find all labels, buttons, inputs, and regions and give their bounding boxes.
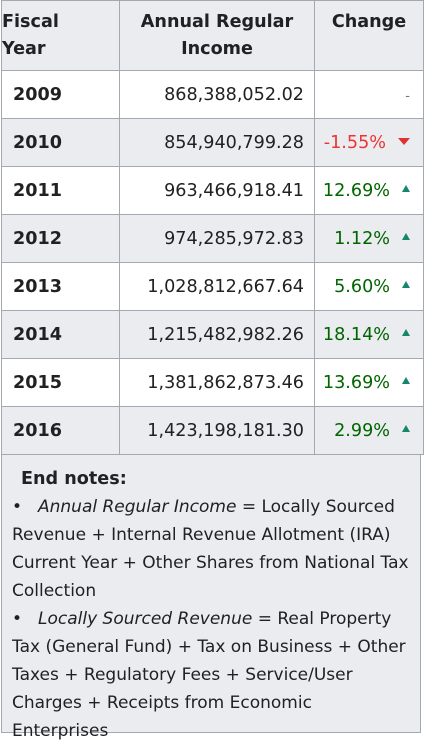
end-notes: End notes: • Annual Regular Income = Loca…	[1, 455, 421, 741]
change-cell: -	[314, 70, 424, 119]
annual-income-cell: 1,381,862,873.46	[119, 358, 315, 407]
increase-arrow-icon	[402, 377, 410, 384]
end-note-term: Annual Regular Income	[38, 497, 237, 517]
end-note-definition: = Real Property Tax (General Fund) + Tax…	[12, 609, 406, 741]
end-notes-list: • Annual Regular Income = Locally Sourced…	[12, 493, 412, 745]
table-row: 2011 963,466,918.41 12.69%	[1, 166, 424, 215]
table-row: 2012 974,285,972.83 1.12%	[1, 214, 424, 263]
annual-income-cell: 963,466,918.41	[119, 166, 315, 215]
annual-income-cell: 868,388,052.02	[119, 70, 315, 119]
column-header-change[interactable]: Change	[314, 0, 424, 71]
change-value: 5.60%	[334, 276, 390, 297]
end-note-definition: = Locally Sourced Revenue + Internal Rev…	[12, 497, 409, 601]
increase-arrow-icon	[402, 281, 410, 288]
header-label-line: Income	[181, 39, 253, 59]
header-label-line: Year	[2, 39, 46, 59]
decrease-arrow-icon	[398, 138, 410, 145]
end-note-item: • Annual Regular Income = Locally Sourced…	[12, 493, 412, 605]
fiscal-year-cell: 2009	[1, 70, 120, 119]
change-cell: -1.55%	[314, 118, 424, 167]
fiscal-year-cell: 2013	[1, 262, 120, 311]
change-cell: 12.69%	[314, 166, 424, 215]
change-cell: 18.14%	[314, 310, 424, 359]
increase-arrow-icon	[402, 329, 410, 336]
fiscal-year-cell: 2014	[1, 310, 120, 359]
column-header-fiscal-year[interactable]: Fiscal Year	[1, 0, 120, 71]
change-value: 18.14%	[322, 324, 390, 345]
annual-income-cell: 1,423,198,181.30	[119, 406, 315, 455]
header-label-line: Annual Regular	[140, 12, 294, 32]
annual-income-table: Fiscal Year Annual Regular Income Change…	[1, 0, 424, 455]
end-note-item: • Locally Sourced Revenue = Real Property…	[12, 605, 412, 745]
annual-income-cell: 854,940,799.28	[119, 118, 315, 167]
change-value: 12.69%	[322, 180, 390, 201]
table-row: 2016 1,423,198,181.30 2.99%	[1, 406, 424, 455]
change-value: -	[405, 88, 410, 104]
fiscal-year-cell: 2010	[1, 118, 120, 167]
fiscal-year-cell: 2012	[1, 214, 120, 263]
table-row: 2013 1,028,812,667.64 5.60%	[1, 262, 424, 311]
table-row: 2010 854,940,799.28 -1.55%	[1, 118, 424, 167]
fiscal-year-cell: 2016	[1, 406, 120, 455]
table-header-row: Fiscal Year Annual Regular Income Change	[1, 0, 424, 71]
end-note-term: Locally Sourced Revenue	[38, 609, 253, 629]
change-cell: 1.12%	[314, 214, 424, 263]
bullet-dot-icon: •	[12, 609, 23, 629]
annual-income-cell: 974,285,972.83	[119, 214, 315, 263]
increase-arrow-icon	[402, 185, 410, 192]
table-row: 2015 1,381,862,873.46 13.69%	[1, 358, 424, 407]
change-cell: 2.99%	[314, 406, 424, 455]
end-notes-title: End notes:	[21, 469, 127, 489]
header-label-line: Fiscal	[2, 12, 59, 32]
column-header-annual-income[interactable]: Annual Regular Income	[119, 0, 315, 71]
fiscal-year-cell: 2015	[1, 358, 120, 407]
table-row: 2014 1,215,482,982.26 18.14%	[1, 310, 424, 359]
change-value: -1.55%	[323, 132, 386, 153]
change-value: 13.69%	[322, 372, 390, 393]
increase-arrow-icon	[402, 233, 410, 240]
annual-income-cell: 1,215,482,982.26	[119, 310, 315, 359]
increase-arrow-icon	[402, 425, 410, 432]
change-cell: 5.60%	[314, 262, 424, 311]
table-body: 2009 868,388,052.02 - 2010 854,940,799.28 -1.…	[1, 70, 424, 455]
annual-income-cell: 1,028,812,667.64	[119, 262, 315, 311]
change-cell: 13.69%	[314, 358, 424, 407]
change-value: 1.12%	[334, 228, 390, 249]
bullet-dot-icon: •	[12, 497, 23, 517]
fiscal-year-cell: 2011	[1, 166, 120, 215]
header-label: Change	[331, 12, 407, 32]
change-value: 2.99%	[334, 420, 390, 441]
table-row: 2009 868,388,052.02 -	[1, 70, 424, 119]
